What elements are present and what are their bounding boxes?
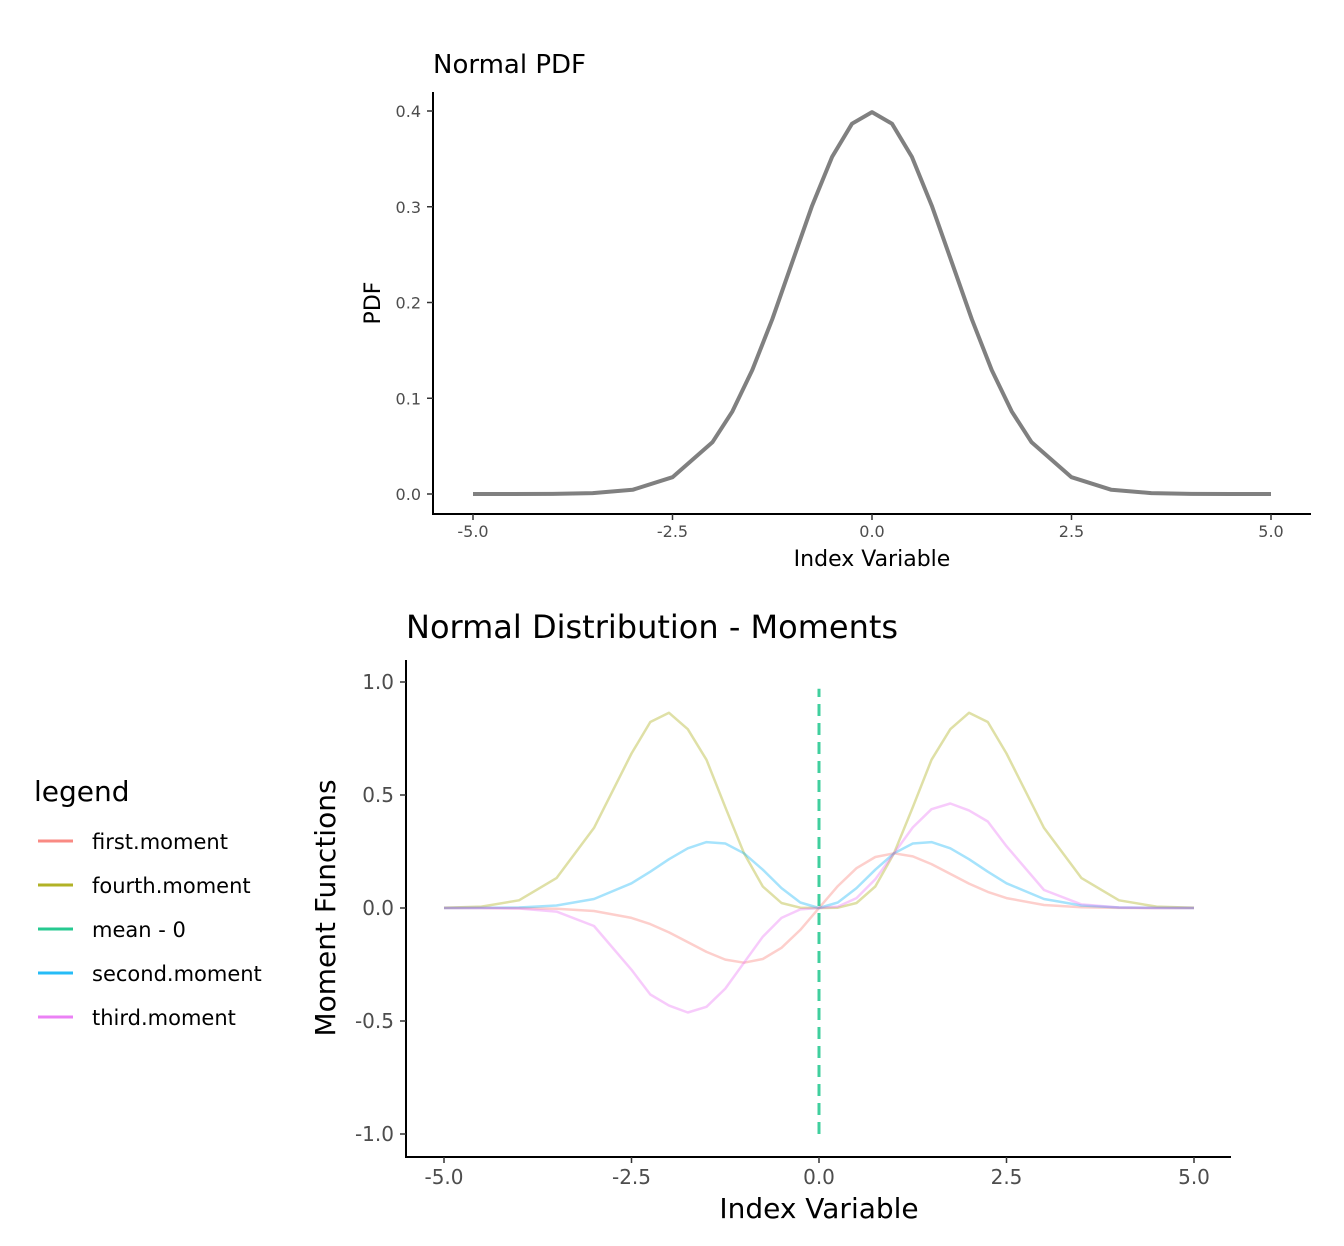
legend-label: second.moment (92, 962, 262, 986)
moments-x-tick-label: 0.0 (803, 1165, 835, 1189)
pdf-y-tick-label: 0.0 (396, 485, 421, 504)
legend: legend first.moment fourth.moment mean - 0… (34, 775, 262, 1030)
moments-y-axis-label: Moment Functions (309, 779, 342, 1036)
moments-x-tick-label: 5.0 (1178, 1165, 1210, 1189)
legend-title: legend (34, 775, 130, 808)
pdf-y-axis-label: PDF (361, 282, 386, 325)
legend-item-third-moment: third.moment (38, 1006, 236, 1030)
moments-y-tick-label: -0.5 (355, 1009, 394, 1033)
moments-y-tick-label: 1.0 (362, 670, 394, 694)
series-line-fourth-moment (443, 711, 1195, 910)
moments-x-tick-label: 2.5 (991, 1165, 1023, 1189)
pdf-y-tick-label: 0.2 (396, 294, 421, 313)
pdf-plot-area (473, 110, 1271, 496)
series-line-third-moment (444, 802, 1194, 1014)
legend-label: mean - 0 (92, 918, 186, 942)
pdf-y-tick-label: 0.1 (396, 389, 421, 408)
pdf-chart: Normal PDF 0.0 0.1 0.2 0.3 0.4 -5.0 -2.5 0.0 2.… (361, 50, 1311, 572)
legend-item-mean-0: mean - 0 (38, 918, 186, 942)
pdf-x-tick-label: -5.0 (457, 522, 488, 541)
moments-y-ticks: -1.0 -0.5 0.0 0.5 1.0 (355, 670, 406, 1146)
pdf-x-tick-label: 2.5 (1059, 522, 1084, 541)
pdf-chart-title: Normal PDF (433, 50, 586, 80)
moments-x-ticks: -5.0 -2.5 0.0 2.5 5.0 (424, 1157, 1210, 1189)
pdf-curve-line (473, 110, 1271, 496)
moments-plot-area (443, 688, 1195, 1134)
legend-label: first.moment (92, 830, 228, 854)
moments-x-tick-label: -5.0 (424, 1165, 463, 1189)
pdf-x-tick-label: 5.0 (1258, 522, 1283, 541)
pdf-x-axis-label: Index Variable (794, 547, 951, 572)
legend-item-fourth-moment: fourth.moment (38, 874, 251, 898)
pdf-y-tick-label: 0.4 (396, 102, 421, 121)
moments-y-tick-label: 0.5 (362, 783, 394, 807)
pdf-x-ticks: -5.0 -2.5 0.0 2.5 5.0 (457, 514, 1284, 541)
moments-chart: Normal Distribution - Moments -1.0 -0.5 0.… (309, 608, 1231, 1225)
moments-x-tick-label: -2.5 (612, 1165, 651, 1189)
legend-label: third.moment (92, 1006, 236, 1030)
legend-item-first-moment: first.moment (38, 830, 228, 854)
series-line-first-moment (444, 852, 1194, 964)
legend-item-second-moment: second.moment (38, 962, 262, 986)
series-line-second-moment (443, 840, 1195, 910)
pdf-y-ticks: 0.0 0.1 0.2 0.3 0.4 (396, 102, 433, 504)
pdf-x-tick-label: 0.0 (859, 522, 884, 541)
pdf-y-tick-label: 0.3 (396, 198, 421, 217)
moments-y-tick-label: -1.0 (355, 1122, 394, 1146)
moments-y-tick-label: 0.0 (362, 896, 394, 920)
pdf-x-tick-label: -2.5 (657, 522, 688, 541)
moments-x-axis-label: Index Variable (719, 1192, 918, 1225)
legend-label: fourth.moment (92, 874, 251, 898)
moments-chart-title: Normal Distribution - Moments (406, 608, 898, 646)
